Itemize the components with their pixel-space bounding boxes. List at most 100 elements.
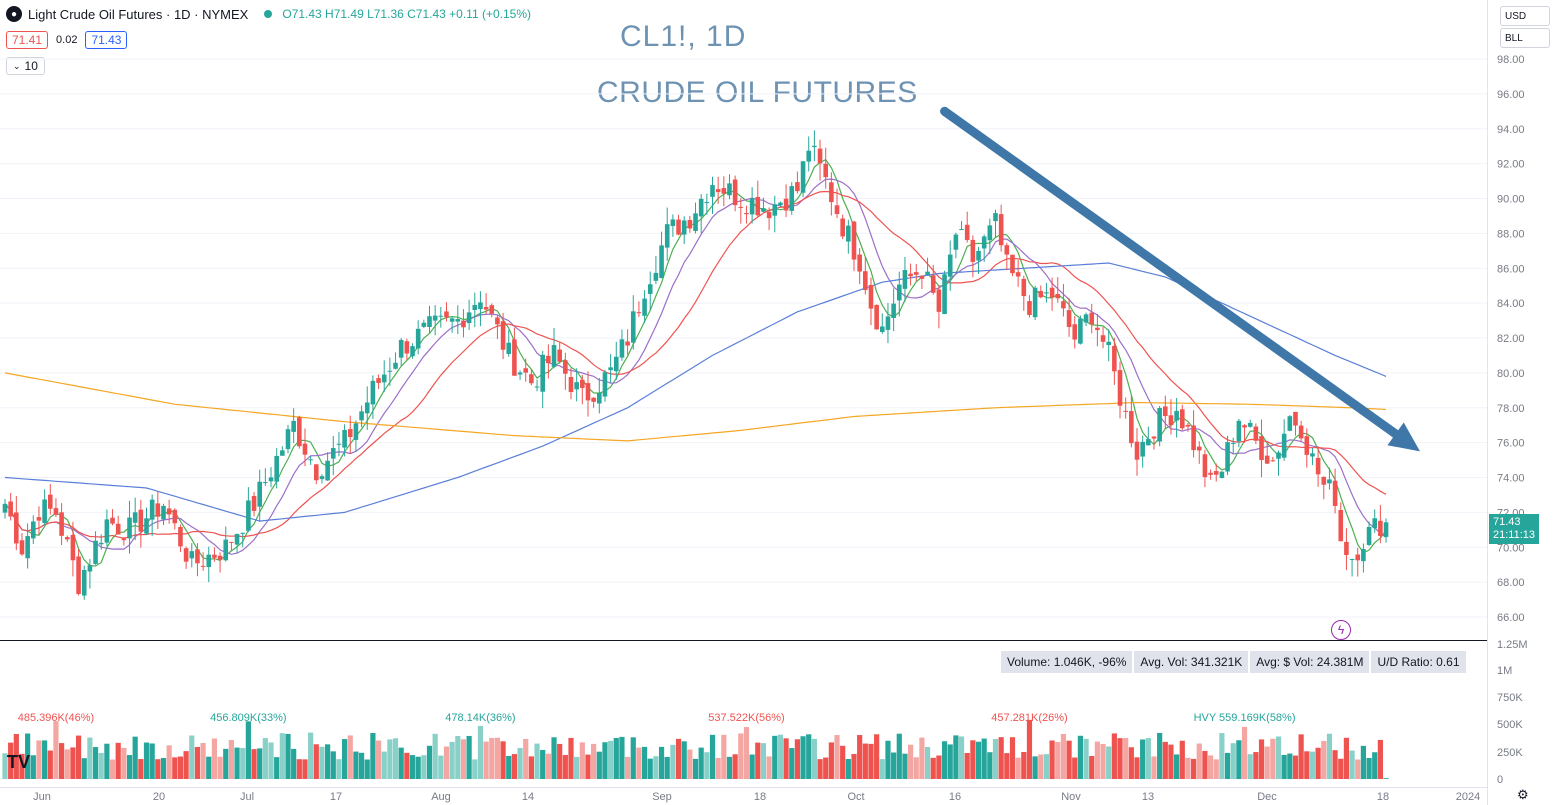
volume-bar — [528, 756, 534, 779]
volume-bar — [540, 749, 546, 779]
candle-body — [1010, 254, 1015, 274]
candle-body — [104, 519, 110, 543]
tradingview-logo-icon[interactable]: TV — [7, 752, 31, 772]
candle-body — [330, 448, 336, 459]
candle-body — [132, 512, 138, 523]
candle-body — [342, 429, 347, 448]
candle-body — [127, 517, 132, 539]
volume-bar — [647, 758, 653, 779]
volume-bar — [1100, 743, 1106, 779]
volume-bar — [500, 741, 506, 779]
candle-body — [891, 303, 896, 319]
candle-body — [59, 512, 64, 536]
candle-body — [1242, 425, 1247, 428]
candle-body — [778, 202, 783, 206]
candle-body — [1378, 520, 1383, 536]
price-tick-label: 68.00 — [1497, 577, 1525, 589]
candle-body — [1315, 457, 1321, 475]
volume-bar — [415, 756, 421, 779]
volume-bar — [126, 755, 133, 779]
volume-bar — [483, 741, 489, 779]
candle-body — [189, 551, 195, 559]
ask-price[interactable]: 71.43 — [85, 31, 128, 49]
candle-body — [302, 443, 308, 455]
last-price-tag: 71.43 21:11:13 — [1489, 514, 1540, 544]
volume-bar — [749, 754, 755, 779]
candle-body — [998, 214, 1004, 246]
candle-body — [1219, 471, 1225, 478]
settings-gear-icon[interactable]: ⚙ — [1517, 787, 1529, 802]
volume-bar — [828, 742, 834, 779]
candle-body — [964, 224, 970, 241]
candle-body — [687, 220, 693, 229]
candle-body — [110, 517, 115, 524]
time-tick-label: Aug — [431, 791, 451, 803]
candle-body — [93, 540, 98, 564]
candle-body — [1021, 278, 1027, 297]
volume-bar — [1219, 733, 1225, 779]
price-tick-label: 80.00 — [1497, 368, 1525, 380]
volume-bar — [166, 745, 172, 779]
candle-body — [766, 211, 772, 219]
volume-bar — [789, 748, 795, 779]
lightning-icon[interactable]: ϟ — [1331, 620, 1351, 640]
candle-body — [947, 254, 953, 277]
candle-body — [47, 494, 53, 509]
candle-body — [1372, 518, 1378, 529]
candle-body — [1066, 310, 1072, 328]
volume-bar — [189, 735, 195, 779]
candle-body — [364, 402, 370, 414]
time-tick-label: 2024 — [1456, 791, 1480, 803]
volume-bar — [1377, 739, 1383, 779]
candle-body — [257, 481, 262, 507]
candle-body — [557, 349, 562, 362]
candle-body — [444, 311, 449, 318]
volume-bar — [319, 746, 325, 779]
unit-selector[interactable]: BLL — [1500, 28, 1550, 48]
candle-body — [466, 312, 472, 324]
candle-body — [1361, 548, 1366, 562]
candle-body — [749, 198, 755, 215]
candle-body — [472, 304, 478, 311]
candle-body — [840, 218, 845, 237]
indicators-toggle[interactable]: ⌄ 10 — [6, 57, 45, 75]
volume-bar — [908, 744, 914, 779]
candle-body — [1129, 411, 1134, 444]
moving-average-line — [4, 178, 1387, 555]
volume-bar — [81, 758, 87, 779]
candle-body — [834, 205, 840, 215]
candle-body — [1163, 406, 1168, 417]
candle-body — [461, 320, 466, 328]
volume-bar — [308, 732, 314, 779]
volume-bar — [755, 742, 761, 779]
candle-body — [704, 201, 710, 203]
volume-bar — [455, 736, 461, 779]
currency-selector[interactable]: USD — [1500, 6, 1550, 26]
volume-bar — [811, 738, 817, 779]
candle-body — [546, 355, 551, 364]
volume-bar — [1304, 751, 1310, 779]
time-tick-label: 18 — [1377, 791, 1389, 803]
volume-bar — [715, 757, 721, 779]
symbol-title[interactable]: Light Crude Oil Futures · 1D · NYMEX — [28, 6, 249, 22]
candle-body — [398, 339, 404, 358]
volume-bar — [438, 755, 444, 779]
volume-bar — [75, 735, 82, 779]
volume-peak-label: HVY 559.169K(58%) — [1194, 712, 1296, 724]
volume-bar — [523, 738, 529, 779]
candle-body — [795, 182, 800, 192]
volume-bar — [432, 733, 438, 779]
volume-bar — [596, 751, 602, 779]
candle-body — [619, 339, 625, 358]
candle-body — [280, 450, 285, 456]
bid-price[interactable]: 71.41 — [6, 31, 49, 49]
candle-body — [568, 377, 574, 393]
volume-bar — [1253, 752, 1259, 779]
volume-bar — [998, 737, 1004, 779]
symbol-logo-icon[interactable]: ● — [6, 6, 22, 22]
candle-body — [223, 539, 229, 561]
price-tick-label: 98.00 — [1497, 54, 1525, 66]
candle-body — [64, 537, 70, 540]
candle-body — [183, 548, 189, 562]
